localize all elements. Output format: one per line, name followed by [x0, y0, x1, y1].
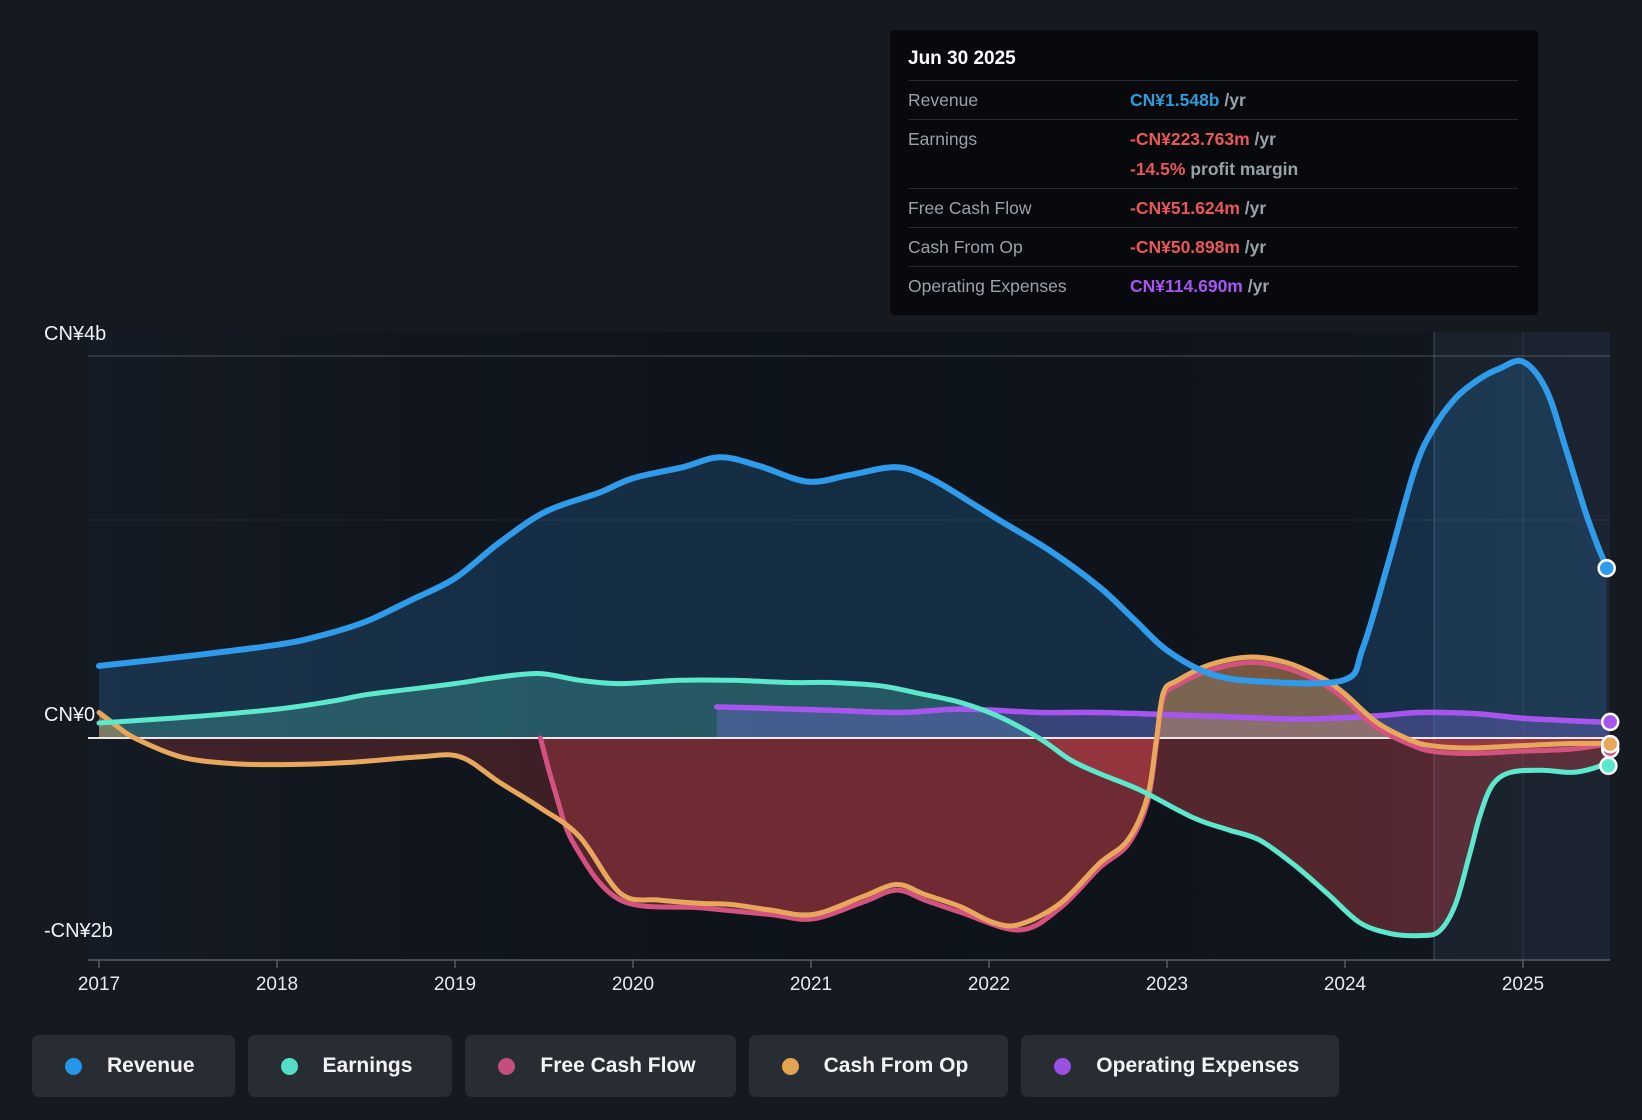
tooltip-row: Cash From Op -CN¥50.898m /yr: [908, 227, 1518, 266]
y-axis-label: CN¥0: [44, 704, 95, 726]
tooltip-value-text: -CN¥51.624m: [1130, 198, 1240, 218]
legend-chip-cash-from-op[interactable]: Cash From Op: [748, 1035, 1009, 1097]
earnings-area-positive: [99, 673, 1609, 738]
legend-dot-icon: [781, 1057, 799, 1075]
tooltip-rows: Revenue CN¥1.548b /yr Earnings -CN¥223.763m…: [908, 80, 1518, 305]
y-axis-label: CN¥4b: [44, 323, 106, 345]
legend-chip-revenue[interactable]: Revenue: [32, 1035, 235, 1097]
x-axis-label: 2019: [434, 974, 476, 995]
legend-chip-free-cash-flow[interactable]: Free Cash Flow: [465, 1035, 736, 1097]
hover-tooltip: Jun 30 2025 Revenue CN¥1.548b /yr Earnings…: [890, 30, 1538, 315]
tooltip-row-label: Earnings: [908, 129, 978, 149]
tooltip-value-text: -14.5%: [1130, 159, 1186, 179]
tooltip-row: Revenue CN¥1.548b /yr: [908, 80, 1518, 119]
tooltip-value-text: -CN¥50.898m: [1130, 237, 1240, 257]
tooltip-row: -14.5% profit margin: [908, 156, 1518, 188]
revenue-area: [99, 360, 1607, 738]
legend-dot-icon: [280, 1057, 298, 1075]
x-axis-label: 2018: [256, 974, 298, 995]
chart-legend: Revenue Earnings Free Cash Flow Cash From O…: [32, 1035, 1340, 1097]
tooltip-row: Operating Expenses CN¥114.690m /yr: [908, 266, 1518, 305]
legend-label: Earnings: [322, 1054, 413, 1077]
y-axis-label: -CN¥2b: [44, 920, 113, 942]
x-axis-label: 2020: [612, 974, 654, 995]
legend-chip-earnings[interactable]: Earnings: [247, 1035, 453, 1097]
legend-label: Revenue: [107, 1054, 195, 1077]
legend-dot-icon: [65, 1057, 82, 1075]
tooltip-row-value: CN¥1.548b /yr: [1130, 87, 1246, 113]
fcf-area-negative: [540, 738, 1610, 931]
tooltip-row-label: Cash From Op: [908, 237, 1023, 257]
tooltip-value-suffix: /yr: [1239, 198, 1267, 218]
x-axis-label: 2024: [1324, 974, 1367, 995]
tooltip-value-suffix: /yr: [1242, 276, 1270, 296]
end-marker-revenue[interactable]: [1597, 558, 1616, 578]
highlight-band: [1434, 332, 1610, 960]
end-marker-cash-from-op[interactable]: [1600, 734, 1620, 754]
cashop-area-negative: [99, 738, 1610, 926]
end-marker-operating-expenses[interactable]: [1600, 712, 1620, 732]
x-axis-label: 2025: [1502, 974, 1544, 995]
tooltip-value-text: CN¥114.690m: [1130, 276, 1243, 296]
tooltip-date: Jun 30 2025: [908, 48, 1016, 69]
cashop-line: [96, 654, 1613, 929]
tooltip-row-value: -CN¥223.763m /yr: [1130, 126, 1276, 152]
tooltip-value-suffix: /yr: [1249, 129, 1276, 149]
tooltip-row-value: -CN¥51.624m /yr: [1130, 195, 1266, 221]
end-marker-earnings[interactable]: [1599, 756, 1618, 776]
legend-label: Operating Expenses: [1096, 1054, 1300, 1077]
tooltip-value-suffix: profit margin: [1185, 159, 1299, 179]
x-axis-label: 2017: [78, 974, 120, 995]
tooltip-value-suffix: /yr: [1219, 90, 1246, 110]
tooltip-value-suffix: /yr: [1239, 237, 1267, 257]
tooltip-row-label: Operating Expenses: [908, 276, 1067, 296]
legend-chip-operating-expenses[interactable]: Operating Expenses: [1021, 1035, 1340, 1097]
legend-dot-icon: [498, 1057, 516, 1075]
tooltip-row-label: Revenue: [908, 90, 979, 110]
legend-label: Cash From Op: [823, 1054, 969, 1077]
tooltip-row-value: -CN¥50.898m /yr: [1130, 234, 1266, 260]
tooltip-row-value: CN¥114.690m /yr: [1130, 273, 1269, 299]
tooltip-value-text: CN¥1.548b: [1130, 90, 1220, 110]
x-axis-label: 2023: [1146, 974, 1188, 995]
legend-dot-icon: [1054, 1057, 1072, 1075]
tooltip-row-value: -14.5% profit margin: [1130, 156, 1298, 182]
tooltip-row-label: Free Cash Flow: [908, 198, 1032, 218]
tooltip-value-text: -CN¥223.763m: [1130, 129, 1250, 149]
plot-background: [88, 332, 1610, 960]
legend-label: Free Cash Flow: [540, 1054, 696, 1077]
revenue-line: [96, 357, 1610, 687]
tooltip-row: Earnings -CN¥223.763m /yr: [908, 119, 1518, 158]
x-axis-label: 2021: [790, 974, 832, 995]
earnings-line: [96, 671, 1611, 939]
earnings-area-negative: [99, 738, 1609, 936]
tooltip-row: Free Cash Flow -CN¥51.624m /yr: [908, 188, 1518, 227]
x-axis-label: 2022: [968, 974, 1010, 995]
opex-line: [713, 704, 1613, 726]
